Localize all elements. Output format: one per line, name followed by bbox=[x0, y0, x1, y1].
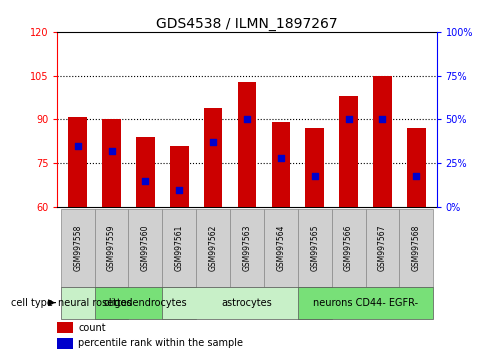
Point bbox=[209, 139, 217, 145]
Text: GSM997559: GSM997559 bbox=[107, 224, 116, 271]
Bar bbox=[162, 209, 196, 287]
Bar bbox=[57, 322, 72, 333]
Bar bbox=[196, 209, 230, 287]
Text: GSM997558: GSM997558 bbox=[73, 224, 82, 271]
Text: neural rosettes: neural rosettes bbox=[57, 298, 132, 308]
Text: GSM997567: GSM997567 bbox=[378, 224, 387, 271]
Bar bbox=[162, 287, 332, 319]
Point bbox=[345, 117, 353, 122]
Bar bbox=[365, 209, 399, 287]
Bar bbox=[95, 287, 196, 319]
Bar bbox=[298, 209, 332, 287]
Text: cell type: cell type bbox=[10, 298, 52, 308]
Bar bbox=[399, 209, 433, 287]
Bar bbox=[68, 116, 87, 207]
Text: astrocytes: astrocytes bbox=[222, 298, 272, 308]
Point bbox=[108, 148, 116, 154]
Bar bbox=[339, 96, 358, 207]
Bar bbox=[238, 81, 256, 207]
Point bbox=[141, 178, 149, 184]
Text: oligodendrocytes: oligodendrocytes bbox=[104, 298, 187, 308]
Bar bbox=[407, 128, 426, 207]
Text: GSM997564: GSM997564 bbox=[276, 224, 285, 271]
Bar bbox=[57, 338, 72, 349]
Bar bbox=[95, 209, 129, 287]
Title: GDS4538 / ILMN_1897267: GDS4538 / ILMN_1897267 bbox=[156, 17, 338, 31]
Point bbox=[74, 143, 82, 149]
Text: GSM997561: GSM997561 bbox=[175, 224, 184, 271]
Bar bbox=[373, 76, 392, 207]
Point bbox=[412, 173, 420, 178]
Text: GSM997565: GSM997565 bbox=[310, 224, 319, 271]
Text: GSM997562: GSM997562 bbox=[209, 224, 218, 271]
Point bbox=[378, 117, 386, 122]
Bar bbox=[136, 137, 155, 207]
Text: count: count bbox=[78, 322, 106, 332]
Bar bbox=[305, 128, 324, 207]
Point bbox=[175, 187, 183, 193]
Bar bbox=[264, 209, 298, 287]
Bar bbox=[102, 120, 121, 207]
Point bbox=[311, 173, 319, 178]
Bar bbox=[298, 287, 433, 319]
Bar bbox=[61, 287, 129, 319]
Text: percentile rank within the sample: percentile rank within the sample bbox=[78, 338, 243, 348]
Text: GSM997568: GSM997568 bbox=[412, 224, 421, 271]
Bar bbox=[129, 209, 162, 287]
Point bbox=[243, 117, 251, 122]
Text: GSM997566: GSM997566 bbox=[344, 224, 353, 271]
Bar bbox=[271, 122, 290, 207]
Bar bbox=[332, 209, 365, 287]
Text: GSM997560: GSM997560 bbox=[141, 224, 150, 271]
Bar bbox=[230, 209, 264, 287]
Bar bbox=[61, 209, 95, 287]
Bar bbox=[170, 146, 189, 207]
Point bbox=[277, 155, 285, 161]
Bar bbox=[204, 108, 223, 207]
Text: neurons CD44- EGFR-: neurons CD44- EGFR- bbox=[313, 298, 418, 308]
Text: GSM997563: GSM997563 bbox=[243, 224, 251, 271]
